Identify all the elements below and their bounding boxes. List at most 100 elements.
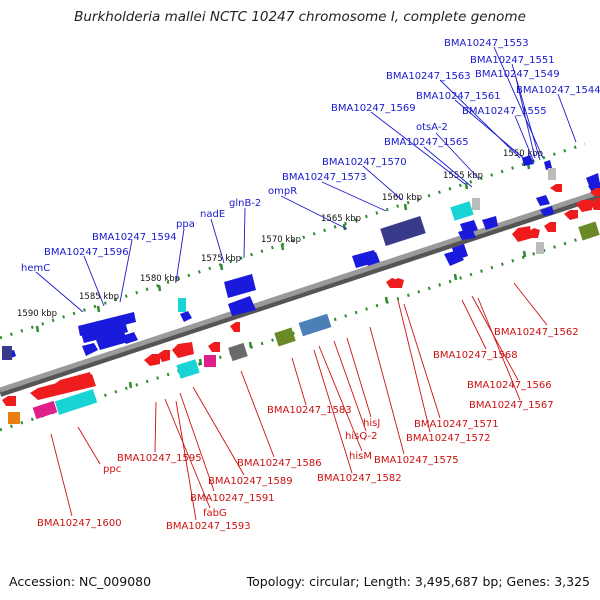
forward-gene-label: BMA10247_1570 — [322, 157, 407, 168]
backbone — [0, 189, 600, 393]
forward-gene-label: nadE — [200, 209, 225, 220]
forward-gene-arrow — [82, 343, 98, 356]
scale-label: 1560 kbp — [382, 193, 422, 203]
silver-feature — [536, 242, 544, 254]
reverse-gene-label: BMA10247_1586 — [237, 458, 322, 469]
reverse-gene-arrow — [158, 350, 170, 362]
genome-stats-text: Topology: circular; Length: 3,495,687 bp… — [246, 574, 590, 589]
reverse-gene-label: BMA10247_1575 — [374, 455, 459, 466]
cyan-feature — [176, 359, 200, 379]
scale-label: 1575 kbp — [201, 254, 241, 264]
reverse-gene-label: BMA10247_1582 — [317, 473, 402, 484]
olive-feature — [578, 221, 600, 241]
forward-gene-label: BMA10247_1561 — [416, 91, 501, 102]
forward-gene-label: BMA10247_1549 — [475, 69, 560, 80]
cyan-feature — [178, 298, 186, 312]
forward-gene-arrow — [540, 206, 554, 216]
reverse-gene-arrow — [590, 188, 600, 196]
steelblue-feature — [298, 313, 332, 337]
forward-gene-label: BMA10247_1596 — [44, 247, 129, 258]
reverse-gene-arrow — [512, 226, 532, 242]
darkslate-feature — [380, 215, 426, 247]
reverse-gene-label: fabG — [203, 508, 227, 519]
reverse-gene-label: hisQ-2 — [345, 431, 377, 442]
forward-gene-label: BMA10247_1553 — [444, 38, 529, 49]
olive-feature — [274, 327, 296, 347]
forward-gene-label: glnB-2 — [229, 198, 261, 209]
map-title: Burkholderia mallei NCTC 10247 chromosom… — [74, 9, 526, 25]
forward-gene-arrow — [482, 216, 498, 230]
forward-gene-label: BMA10247_1551 — [470, 55, 555, 66]
reverse-leader-lines — [50, 282, 548, 521]
reverse-gene-label: BMA10247_1589 — [208, 476, 293, 487]
scale-label: 1565 kbp — [321, 214, 361, 224]
scale-label: 1555 kbp — [443, 171, 483, 181]
magenta-feature — [204, 355, 216, 367]
reverse-gene-arrow — [2, 396, 16, 406]
forward-gene-arrow — [224, 274, 256, 298]
forward-gene-arrow — [80, 318, 128, 343]
forward-gene-label: BMA10247_1573 — [282, 172, 367, 183]
forward-gene-label: BMA10247_1569 — [331, 103, 416, 114]
forward-genes — [4, 155, 600, 360]
reverse-gene-arrow — [392, 278, 404, 288]
forward-gene-arrow — [364, 252, 380, 266]
reverse-gene-label: BMA10247_1568 — [433, 350, 518, 361]
reverse-gene-label: BMA10247_1593 — [166, 521, 251, 532]
forward-gene-arrow — [122, 332, 138, 344]
reverse-gene-label: BMA10247_1591 — [190, 493, 275, 504]
reverse-gene-label: BMA10247_1600 — [37, 518, 122, 529]
backbone-shadow — [0, 191, 600, 397]
forward-gene-arrow — [522, 155, 534, 166]
silver-feature — [472, 198, 480, 210]
reverse-gene-arrow — [208, 342, 220, 352]
reverse-gene-arrow — [144, 354, 160, 366]
gray-feature — [228, 342, 248, 362]
reverse-gene-arrow — [172, 342, 194, 358]
cyan-feature — [54, 389, 98, 415]
forward-gene-label: BMA10247_1565 — [384, 137, 469, 148]
darkslate-feature — [2, 346, 12, 360]
forward-gene-arrow — [458, 228, 476, 240]
forward-gene-arrow — [228, 296, 256, 316]
forward-gene-label: BMA10247_1544 — [516, 85, 600, 96]
forward-gene-label: BMA10247_1594 — [92, 232, 177, 243]
reverse-gene-arrow — [590, 198, 600, 210]
forward-gene-label: BMA10247_1555 — [462, 106, 547, 117]
reverse-gene-label: BMA10247_1562 — [494, 327, 579, 338]
forward-gene-label: ppa — [176, 219, 195, 230]
reverse-gene-label: BMA10247_1566 — [467, 380, 552, 391]
reverse-gene-arrow — [576, 200, 592, 212]
forward-gene-arrow — [452, 244, 468, 260]
forward-gene-label: BMA10247_1563 — [386, 71, 471, 82]
reverse-gene-label: hisJ — [363, 418, 380, 429]
outer-tick-line — [0, 142, 586, 340]
reverse-genes — [2, 184, 600, 406]
reverse-gene-arrow — [230, 322, 240, 332]
reverse-gene-label: hisM — [349, 451, 372, 462]
scale-label: 1585 kbp — [79, 292, 119, 302]
reverse-gene-arrow — [550, 184, 562, 192]
reverse-gene-label: BMA10247_1572 — [406, 433, 491, 444]
reverse-gene-label: BMA10247_1583 — [267, 405, 352, 416]
reverse-gene-label: ppc — [103, 464, 121, 475]
forward-gene-arrow — [536, 195, 550, 206]
forward-gene-arrow — [544, 160, 552, 170]
magenta-feature — [32, 400, 58, 420]
reverse-gene-arrow — [544, 222, 556, 232]
reverse-gene-label: BMA10247_1567 — [469, 400, 554, 411]
forward-gene-label: otsA-2 — [416, 122, 448, 133]
scale-label: 1580 kbp — [140, 274, 180, 284]
forward-leader-lines — [35, 46, 577, 313]
accession-text: Accession: NC_009080 — [9, 574, 152, 589]
reverse-gene-arrow — [564, 210, 578, 220]
forward-gene-arrow — [180, 311, 192, 322]
orange-feature — [8, 412, 20, 424]
scale-label: 1570 kbp — [261, 235, 301, 245]
reverse-gene-label: BMA10247_1595 — [117, 453, 202, 464]
forward-gene-label: ompR — [268, 186, 297, 197]
forward-gene-label: hemC — [21, 263, 50, 274]
reverse-gene-arrow — [528, 228, 540, 238]
